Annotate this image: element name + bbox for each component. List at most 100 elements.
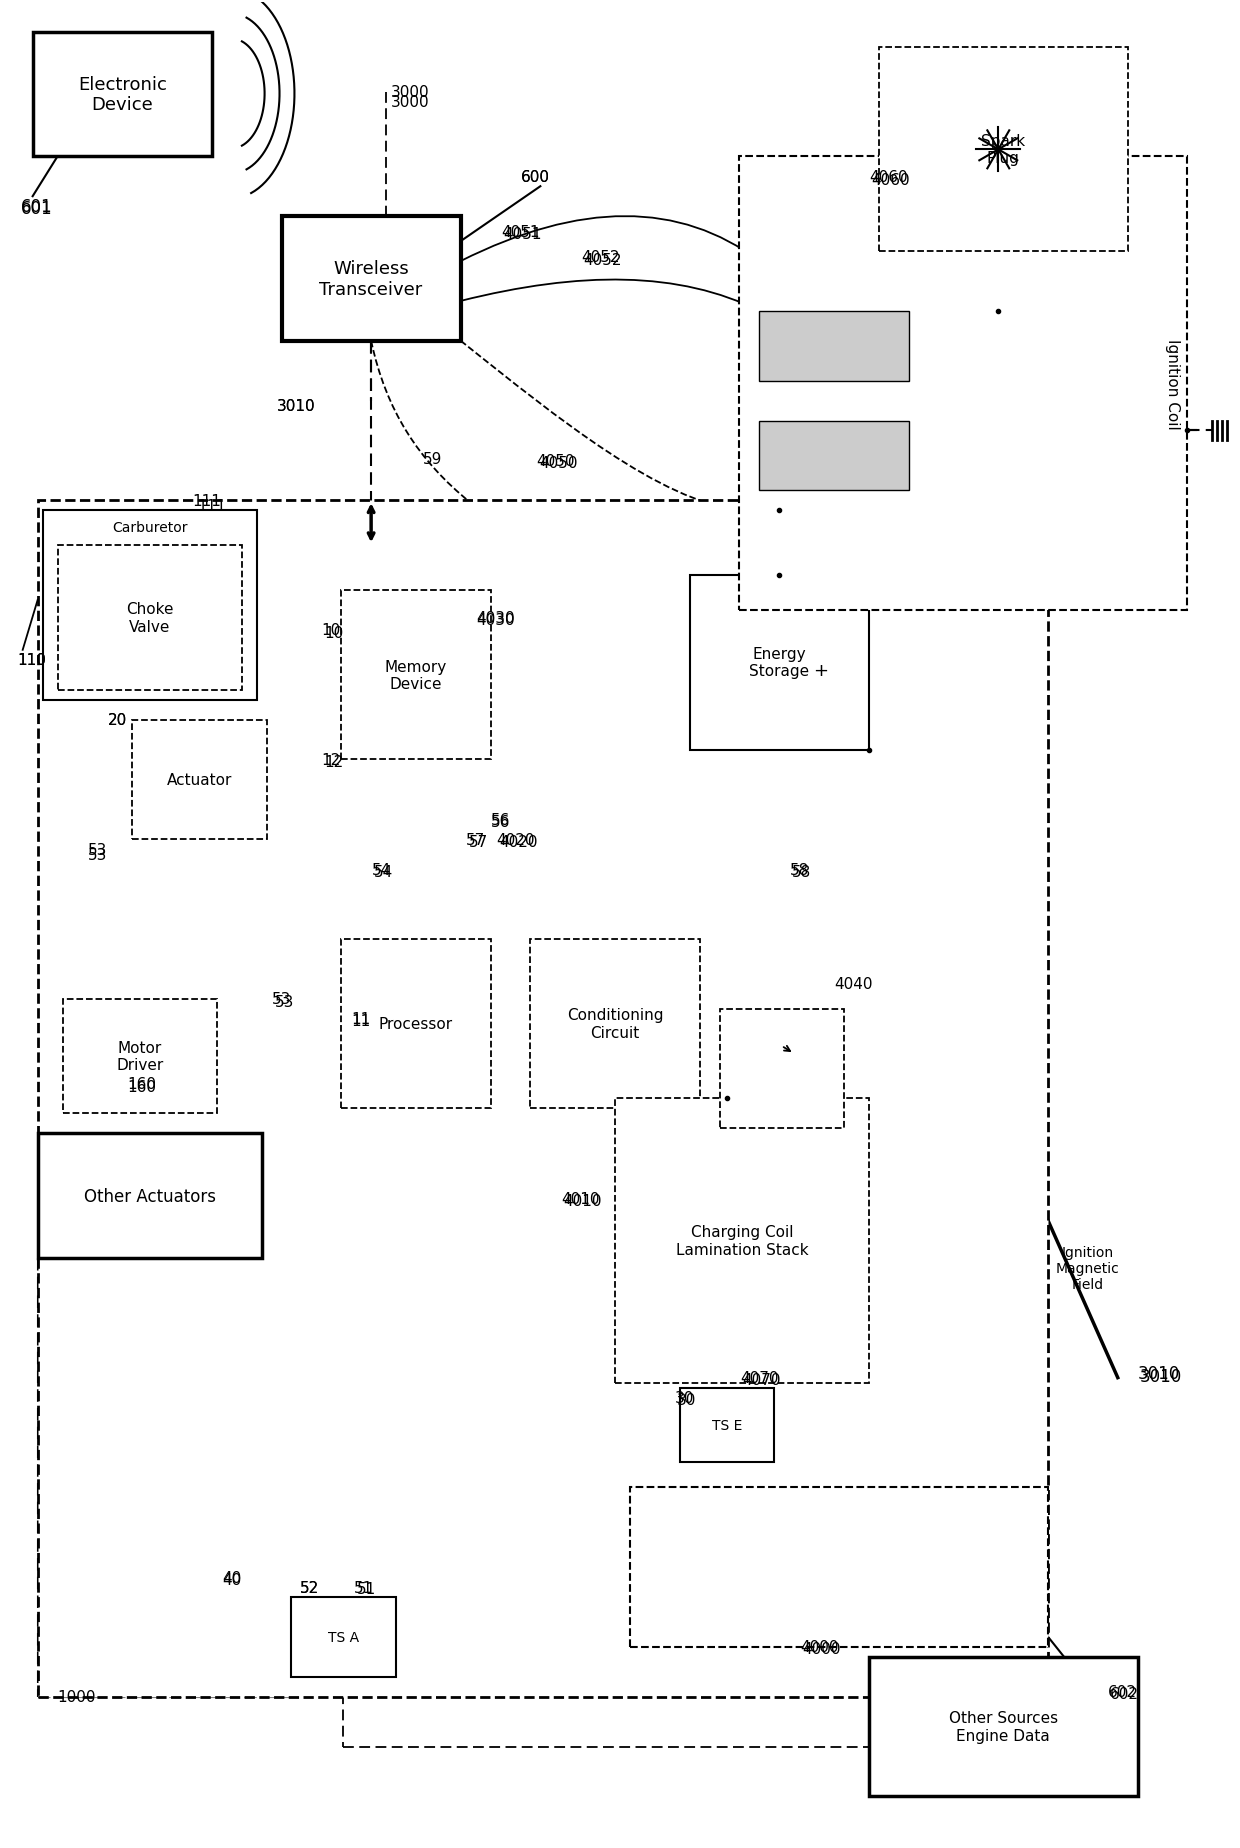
Text: 12: 12 xyxy=(321,752,341,767)
Text: 601: 601 xyxy=(21,198,52,216)
Text: 4050: 4050 xyxy=(539,456,578,471)
Text: 30: 30 xyxy=(677,1392,697,1408)
Text: 53: 53 xyxy=(272,992,291,1007)
Text: 4051: 4051 xyxy=(501,224,539,240)
Text: 111: 111 xyxy=(197,499,226,514)
Text: TS A: TS A xyxy=(329,1630,360,1645)
Text: Memory
Device: Memory Device xyxy=(384,660,448,691)
Text: 4060: 4060 xyxy=(872,172,910,188)
Text: 4030: 4030 xyxy=(476,612,515,626)
Text: 4020: 4020 xyxy=(496,832,534,846)
FancyBboxPatch shape xyxy=(133,721,267,839)
Text: 601: 601 xyxy=(21,200,52,218)
Text: 54: 54 xyxy=(372,863,391,878)
Text: 4000: 4000 xyxy=(802,1641,841,1656)
Text: Conditioning
Circuit: Conditioning Circuit xyxy=(567,1007,663,1040)
Text: 10: 10 xyxy=(321,623,341,638)
Text: 602: 602 xyxy=(1110,1685,1138,1702)
Text: 58: 58 xyxy=(790,863,808,878)
Text: 30: 30 xyxy=(675,1390,694,1404)
Text: 40: 40 xyxy=(222,1569,242,1586)
FancyBboxPatch shape xyxy=(531,939,699,1109)
Text: 3010: 3010 xyxy=(278,399,316,414)
Text: 110: 110 xyxy=(17,652,47,667)
FancyBboxPatch shape xyxy=(630,1488,1048,1647)
Text: 4060: 4060 xyxy=(869,170,908,185)
FancyBboxPatch shape xyxy=(37,1135,262,1258)
Text: 4051: 4051 xyxy=(503,227,542,242)
Text: 4040: 4040 xyxy=(835,978,873,992)
FancyBboxPatch shape xyxy=(291,1597,396,1676)
Text: 57: 57 xyxy=(469,833,489,850)
Text: 51: 51 xyxy=(357,1582,376,1597)
Text: 4010: 4010 xyxy=(560,1190,599,1207)
Text: 3000: 3000 xyxy=(391,94,429,109)
Text: Processor: Processor xyxy=(379,1016,453,1031)
Text: 20: 20 xyxy=(108,713,126,728)
Text: 53: 53 xyxy=(88,846,107,863)
Text: 111: 111 xyxy=(192,493,221,508)
Text: 59: 59 xyxy=(423,451,443,468)
Text: Spark
Plug: Spark Plug xyxy=(981,133,1025,166)
Text: 4020: 4020 xyxy=(500,833,538,850)
FancyBboxPatch shape xyxy=(689,577,869,750)
Text: 4052: 4052 xyxy=(580,249,619,264)
Text: 58: 58 xyxy=(791,865,811,880)
Text: 52: 52 xyxy=(300,1580,319,1595)
FancyBboxPatch shape xyxy=(32,33,212,157)
Text: 56: 56 xyxy=(491,815,510,830)
Text: 11: 11 xyxy=(351,1015,371,1029)
Text: 40: 40 xyxy=(222,1571,242,1587)
Text: Other Sources
Engine Data: Other Sources Engine Data xyxy=(949,1711,1058,1743)
Text: 160: 160 xyxy=(128,1076,156,1092)
Text: 4010: 4010 xyxy=(563,1194,601,1209)
Text: Ignition
Magnetic
Field: Ignition Magnetic Field xyxy=(1056,1246,1120,1292)
Text: TS E: TS E xyxy=(712,1417,743,1432)
Text: Actuator: Actuator xyxy=(166,772,232,787)
Bar xyxy=(759,421,909,492)
FancyBboxPatch shape xyxy=(341,591,491,760)
Text: 600: 600 xyxy=(521,170,549,185)
Text: 51: 51 xyxy=(353,1580,373,1595)
FancyBboxPatch shape xyxy=(42,510,257,700)
FancyBboxPatch shape xyxy=(281,216,461,342)
FancyBboxPatch shape xyxy=(341,939,491,1109)
Text: 600: 600 xyxy=(521,170,549,185)
Text: 3000: 3000 xyxy=(391,85,429,100)
FancyBboxPatch shape xyxy=(57,545,242,691)
Text: 4050: 4050 xyxy=(536,453,574,469)
Text: 4030: 4030 xyxy=(476,614,515,628)
Text: 4070: 4070 xyxy=(740,1371,779,1386)
FancyBboxPatch shape xyxy=(719,1009,844,1129)
FancyBboxPatch shape xyxy=(680,1388,774,1462)
Text: 54: 54 xyxy=(373,865,393,880)
FancyBboxPatch shape xyxy=(739,157,1188,610)
Text: Energy
Storage: Energy Storage xyxy=(749,647,810,678)
Text: Carburetor: Carburetor xyxy=(113,521,188,534)
Text: 11: 11 xyxy=(351,1011,371,1027)
FancyBboxPatch shape xyxy=(615,1100,869,1382)
Text: +: + xyxy=(813,662,828,680)
Text: Ignition Coil: Ignition Coil xyxy=(1166,338,1180,431)
FancyBboxPatch shape xyxy=(879,48,1127,251)
Text: Choke
Valve: Choke Valve xyxy=(126,602,174,634)
Text: 1000: 1000 xyxy=(57,1689,95,1704)
FancyBboxPatch shape xyxy=(37,501,1048,1696)
Text: Wireless
Transceiver: Wireless Transceiver xyxy=(320,261,423,299)
FancyBboxPatch shape xyxy=(62,1000,217,1114)
Text: 53: 53 xyxy=(275,994,294,1009)
Text: 4052: 4052 xyxy=(583,253,621,268)
Text: Electronic
Device: Electronic Device xyxy=(78,76,166,115)
Text: Charging Coil
Lamination Stack: Charging Coil Lamination Stack xyxy=(676,1225,808,1257)
Text: 57: 57 xyxy=(466,832,485,846)
Text: 602: 602 xyxy=(1107,1684,1137,1700)
FancyBboxPatch shape xyxy=(869,1658,1137,1796)
Text: 3010: 3010 xyxy=(278,399,316,414)
Text: 4000: 4000 xyxy=(800,1639,838,1654)
Text: Motor
Driver: Motor Driver xyxy=(117,1040,164,1072)
Text: 53: 53 xyxy=(88,843,107,857)
Text: Other Actuators: Other Actuators xyxy=(83,1186,216,1205)
Text: 3010: 3010 xyxy=(1137,1364,1180,1382)
Text: 3010: 3010 xyxy=(1140,1368,1182,1384)
Text: 110: 110 xyxy=(17,652,47,667)
